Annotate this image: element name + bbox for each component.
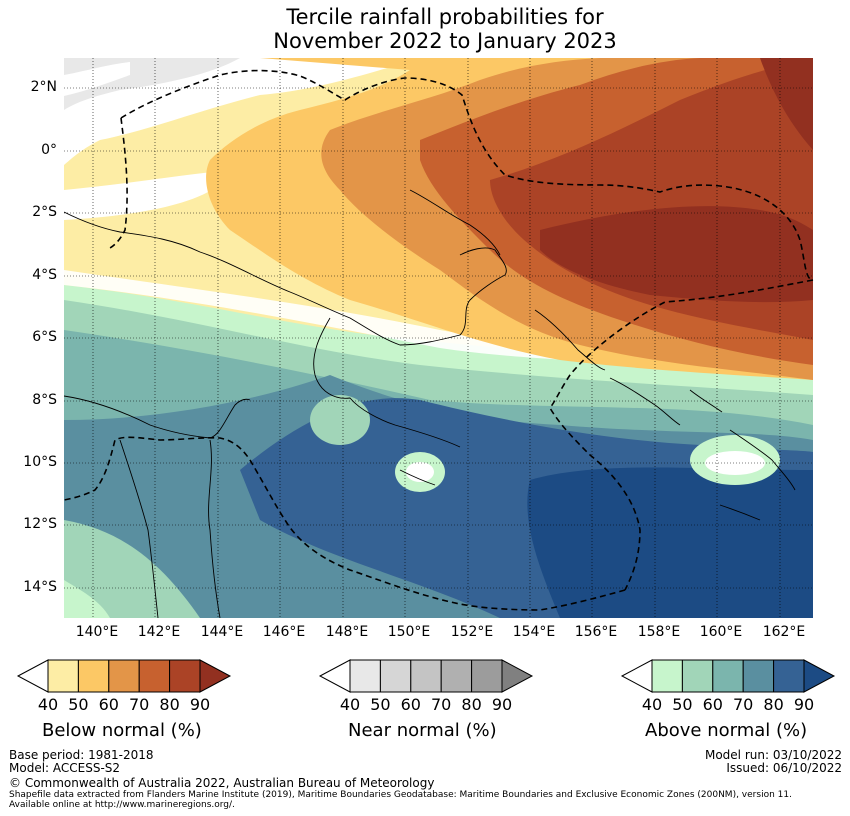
above-colorbar-segment — [742, 659, 775, 693]
colorbars — [16, 659, 836, 693]
near-colorbar-high-extend — [501, 659, 534, 693]
below-colorbar-tick: 40 — [37, 695, 59, 714]
probability-field — [64, 58, 813, 618]
above-colorbar-segment — [712, 659, 744, 693]
model-name: Model: ACCESS-S2 — [9, 761, 121, 775]
lat-label: 10°S — [23, 454, 57, 470]
graticule — [64, 58, 813, 618]
below-colorbar-high-extend — [199, 659, 232, 693]
near-normal-colorbar — [318, 659, 534, 693]
above-colorbar-segment — [773, 659, 805, 693]
above-colorbar-tick: 80 — [763, 695, 784, 714]
shapefile-url: Available online at http://www.marinereg… — [9, 800, 235, 810]
near-colorbar-tick: 80 — [461, 695, 482, 714]
near-colorbar-low-extend — [318, 659, 351, 693]
lon-label: 144°E — [200, 624, 244, 640]
near-colorbar-tick: 90 — [491, 695, 513, 714]
map-title-line2: November 2022 to January 2023 — [273, 29, 617, 53]
below-colorbar-segment — [138, 659, 171, 693]
lat-label: 12°S — [23, 516, 57, 532]
above-normal-colorbar — [620, 659, 836, 693]
above-colorbar-low-extend — [620, 659, 653, 693]
lon-label: 148°E — [325, 624, 369, 640]
lon-label: 150°E — [387, 624, 431, 640]
maritime-boundary — [63, 69, 814, 611]
near-colorbar-segment — [349, 659, 381, 693]
above-colorbar-tick: 70 — [733, 695, 754, 714]
below-colorbar-low-extend — [16, 659, 49, 693]
below-colorbar-segment — [47, 659, 79, 693]
near-colorbar-tick: 70 — [431, 695, 452, 714]
above-colorbar-high-extend — [803, 659, 836, 693]
copyright: © Commonwealth of Australia 2022, Austra… — [9, 776, 435, 790]
lat-label: 2°S — [32, 204, 57, 220]
near-colorbar-segment — [471, 659, 503, 693]
below-colorbar-tick: 90 — [189, 695, 211, 714]
shapefile-credit: Shapefile data extracted from Flanders M… — [9, 790, 792, 800]
above-normal-title: Above normal (%) — [645, 720, 808, 741]
above-colorbar-tick: 90 — [793, 695, 815, 714]
above-colorbar-tick: 60 — [702, 695, 723, 714]
near-colorbar-segment — [410, 659, 442, 693]
lon-label: 152°E — [450, 624, 494, 640]
below-colorbar-tick: 60 — [98, 695, 119, 714]
lat-label: 8°S — [32, 392, 57, 408]
lat-label: 2°N — [30, 79, 57, 95]
lon-label: 158°E — [637, 624, 681, 640]
coastlines — [64, 189, 796, 618]
above-colorbar-segment — [681, 659, 714, 693]
issued-date: Issued: 06/10/2022 — [726, 761, 842, 775]
below-colorbar-tick: 80 — [159, 695, 180, 714]
lon-label: 156°E — [574, 624, 618, 640]
below-colorbar-segment — [77, 659, 110, 693]
model-run: Model run: 03/10/2022 — [704, 748, 842, 762]
lat-label: 6°S — [32, 329, 57, 345]
near-normal-title: Near normal (%) — [348, 720, 497, 741]
above-colorbar-segment — [651, 659, 683, 693]
lon-label: 162°E — [762, 624, 806, 640]
below-colorbar-tick: 50 — [68, 695, 89, 714]
below-colorbar-segment — [108, 659, 140, 693]
below-normal-title: Below normal (%) — [42, 720, 202, 741]
near-colorbar-segment — [440, 659, 473, 693]
above-colorbar-tick: 40 — [641, 695, 663, 714]
below-colorbar-tick: 70 — [129, 695, 150, 714]
near-colorbar-tick: 50 — [370, 695, 391, 714]
map-title-line1: Tercile rainfall probabilities for — [286, 5, 604, 29]
near-colorbar-segment — [379, 659, 412, 693]
lat-label: 0° — [41, 142, 57, 158]
base-period: Base period: 1981-2018 — [9, 748, 154, 762]
below-colorbar-segment — [169, 659, 201, 693]
near-colorbar-tick: 60 — [400, 695, 421, 714]
lat-label: 4°S — [32, 267, 57, 283]
lon-label: 154°E — [512, 624, 556, 640]
lat-label: 14°S — [23, 579, 57, 595]
lon-label: 140°E — [75, 624, 119, 640]
near-colorbar-tick: 40 — [339, 695, 361, 714]
below-normal-colorbar — [16, 659, 232, 693]
lon-label: 160°E — [699, 624, 743, 640]
above-colorbar-tick: 50 — [672, 695, 693, 714]
lon-label: 142°E — [137, 624, 181, 640]
lon-label: 146°E — [262, 624, 306, 640]
